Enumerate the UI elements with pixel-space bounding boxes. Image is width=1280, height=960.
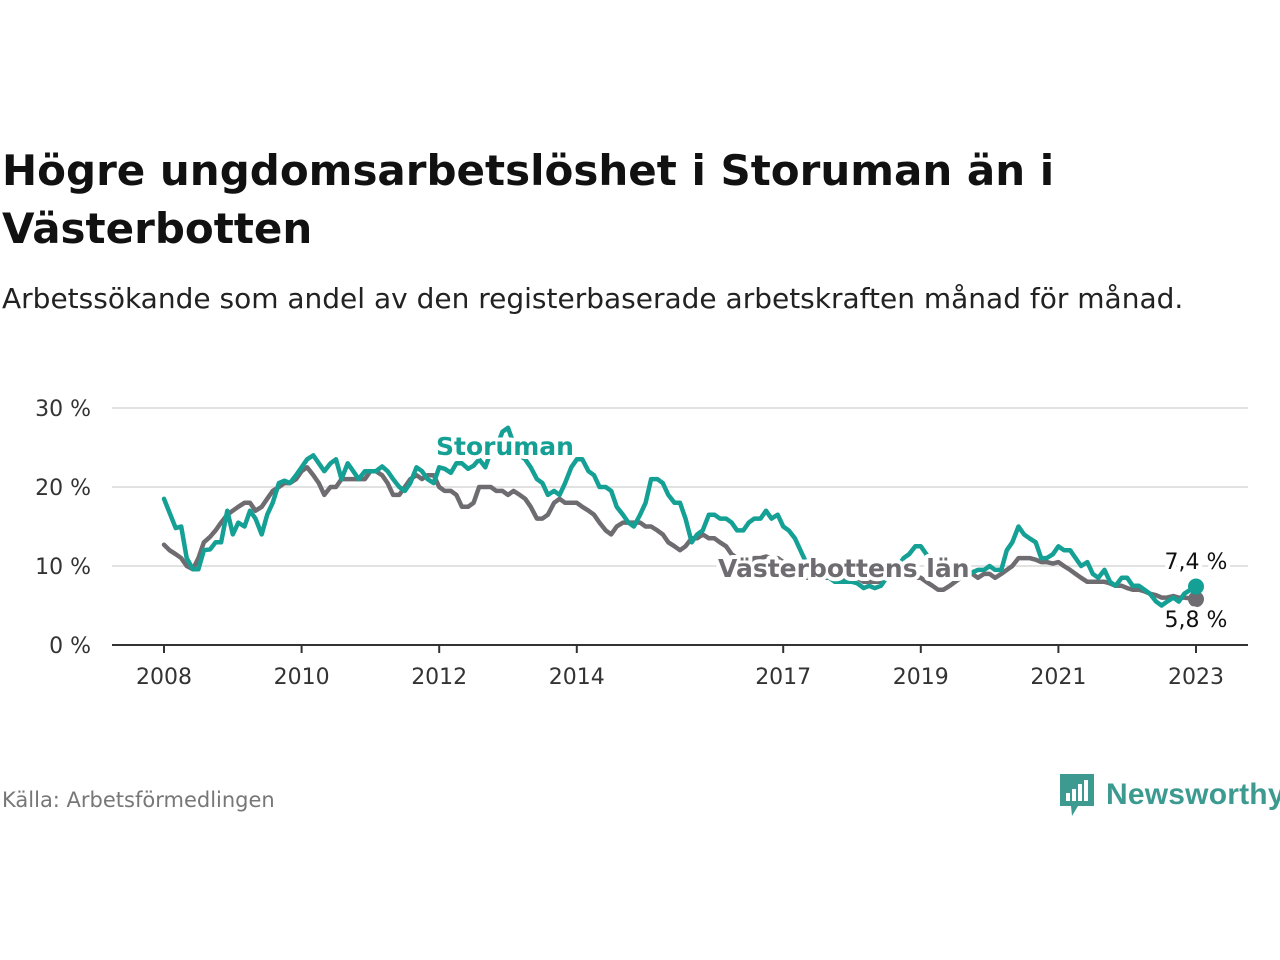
x-axis: 2008 2010 2012 2014 2017 2019 2021 2023 <box>136 645 1224 690</box>
y-tick-label: 20 % <box>35 476 91 501</box>
source-note: Källa: Arbetsförmedlingen <box>2 788 275 812</box>
x-tick-label: 2023 <box>1168 665 1224 690</box>
chart-subtitle: Arbetssökande som andel av den registerb… <box>2 282 1184 315</box>
series-line-vasterbotten <box>161 465 1199 602</box>
x-tick-label: 2017 <box>755 665 811 690</box>
y-tick-label: 30 % <box>35 397 91 422</box>
end-value-storuman: 7,4 % <box>1165 550 1228 575</box>
end-marker-vasterbotten <box>1188 591 1204 608</box>
newsworthy-icon <box>1060 774 1094 816</box>
series-lines <box>161 425 1204 608</box>
line-chart: 0 % 10 % 20 % 30 % 2008 2010 2012 2014 2017 2019… <box>35 397 1248 690</box>
series-label-storuman: Storuman <box>436 432 574 461</box>
y-tick-label: 10 % <box>35 555 91 580</box>
x-tick-label: 2014 <box>549 665 605 690</box>
x-tick-label: 2021 <box>1030 665 1086 690</box>
chart-title: Högre ungdomsarbetslöshet i Storuman än … <box>2 146 1055 253</box>
gridlines <box>112 407 1248 646</box>
end-marker-storuman <box>1188 578 1204 595</box>
newsworthy-logo: Newsworthy <box>1058 772 1280 818</box>
series-label-vasterbotten: Västerbottens län <box>718 554 970 583</box>
x-tick-label: 2012 <box>411 665 467 690</box>
brand-name: Newsworthy <box>1106 778 1280 811</box>
series-line-storuman <box>161 425 1199 608</box>
end-value-vasterbotten: 5,8 % <box>1165 608 1228 633</box>
series-labels: Storuman Västerbottens län 7,4 % 5,8 % <box>432 428 1231 637</box>
x-tick-label: 2010 <box>274 665 330 690</box>
x-tick-label: 2019 <box>893 665 949 690</box>
y-axis: 0 % 10 % 20 % 30 % <box>35 397 91 659</box>
y-tick-label: 0 % <box>49 634 91 659</box>
x-tick-label: 2008 <box>136 665 192 690</box>
